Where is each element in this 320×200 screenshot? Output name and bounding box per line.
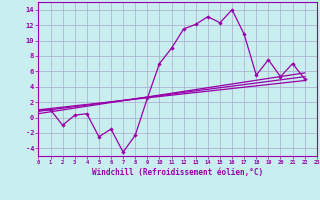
X-axis label: Windchill (Refroidissement éolien,°C): Windchill (Refroidissement éolien,°C) bbox=[92, 168, 263, 177]
